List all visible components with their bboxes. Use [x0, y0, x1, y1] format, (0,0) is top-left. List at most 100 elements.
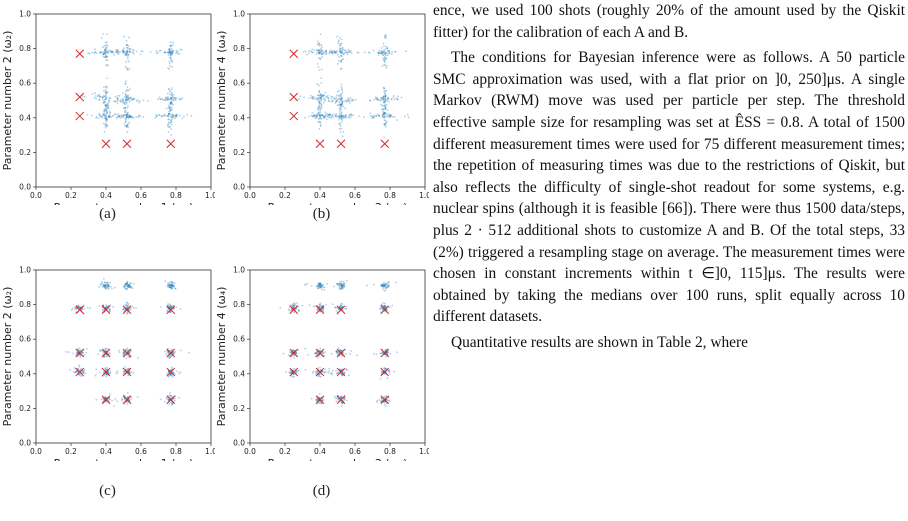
- particle-point: [340, 38, 343, 41]
- particle-point: [104, 107, 107, 110]
- particle-point: [341, 117, 344, 120]
- particle-point: [74, 307, 77, 310]
- particle-point: [297, 309, 300, 311]
- particle-point: [344, 352, 347, 355]
- particle-point: [340, 97, 343, 100]
- particle-point: [168, 51, 171, 54]
- particle-point: [125, 285, 127, 288]
- particle-point: [384, 348, 387, 351]
- particle-point: [374, 96, 377, 99]
- particle-point: [100, 282, 103, 285]
- particle-point: [170, 284, 173, 287]
- particle-point: [104, 367, 106, 370]
- particle-point: [128, 116, 131, 118]
- particle-point: [78, 350, 81, 352]
- particle-point: [170, 404, 173, 407]
- particle-point: [105, 284, 108, 287]
- particle-point: [80, 375, 83, 378]
- particle-point: [171, 94, 173, 96]
- particle-point: [112, 114, 115, 117]
- particle-point: [171, 65, 173, 68]
- particle-point: [171, 284, 173, 287]
- y-tick-label: 0.4: [19, 369, 31, 378]
- particle-point: [123, 370, 126, 373]
- particle-point: [368, 51, 371, 54]
- particle-point: [380, 50, 383, 53]
- particle-point: [171, 403, 174, 405]
- particle-point: [129, 116, 132, 118]
- particle-point: [123, 370, 125, 373]
- particle-point: [383, 115, 386, 118]
- particle-point: [106, 86, 109, 89]
- particle-point: [381, 108, 384, 111]
- particle-point: [335, 369, 338, 372]
- particle-point: [373, 114, 376, 117]
- panel-b: 0.0 0.0 0.2 0.2 0.4 0.4 0.6 0.6 0.8 0.8 1.0 1.0 Para…: [214, 0, 429, 232]
- particle-point: [101, 96, 104, 98]
- particle-point: [171, 287, 174, 289]
- particle-point: [167, 351, 169, 354]
- particle-point: [383, 284, 385, 287]
- particle-point: [340, 104, 343, 107]
- particle-point: [107, 285, 110, 287]
- particle-point: [171, 102, 173, 105]
- particle-point: [345, 116, 348, 119]
- particle-point: [335, 51, 338, 54]
- x-tick-label: 0.4: [314, 447, 326, 456]
- particle-point: [322, 94, 324, 97]
- particle-point: [171, 285, 174, 288]
- particle-point: [128, 115, 131, 118]
- particle-point: [345, 368, 348, 371]
- particle-point: [392, 96, 395, 99]
- particle-point: [75, 370, 78, 372]
- particle-point: [127, 98, 129, 101]
- particle-point: [339, 283, 342, 285]
- particle-point: [299, 95, 302, 98]
- particle-point: [335, 100, 338, 103]
- particle-point: [131, 305, 134, 308]
- particle-point: [336, 283, 339, 285]
- particle-point: [100, 398, 103, 401]
- particle-point: [107, 347, 109, 350]
- particle-point: [161, 97, 164, 100]
- particle-point: [170, 120, 173, 122]
- particle-point: [323, 94, 326, 97]
- particle-point: [104, 126, 107, 129]
- particle-point: [127, 367, 129, 370]
- particle-point: [324, 91, 327, 94]
- particle-point: [172, 103, 175, 106]
- particle-point: [315, 398, 317, 401]
- particle-point: [289, 371, 292, 374]
- particle-point: [383, 305, 386, 308]
- particle-point: [172, 284, 175, 287]
- particle-point: [130, 285, 133, 288]
- particle-point: [339, 103, 342, 106]
- particle-point: [303, 96, 305, 99]
- particle-point: [67, 351, 70, 353]
- particle-point: [319, 120, 322, 123]
- particle-point: [103, 48, 106, 51]
- particle-point: [316, 48, 319, 51]
- particle-point: [340, 373, 343, 375]
- particle-point: [105, 306, 107, 308]
- particle-point: [78, 347, 81, 350]
- particle-point: [169, 44, 172, 47]
- particle-point: [340, 98, 343, 101]
- particle-point: [304, 368, 307, 371]
- particle-point: [100, 115, 102, 118]
- particle-point: [384, 90, 387, 93]
- particle-point: [104, 89, 107, 91]
- particle-point: [383, 395, 386, 398]
- particle-point: [328, 100, 331, 102]
- particle-point: [167, 121, 170, 124]
- particle-point: [380, 308, 382, 310]
- true-value-marker: [166, 348, 176, 358]
- particle-point: [292, 302, 295, 305]
- particle-point: [335, 306, 337, 309]
- y-tick-label: 0.6: [233, 79, 245, 88]
- particle-point: [358, 115, 361, 118]
- particle-point: [125, 103, 128, 105]
- particle-point: [384, 57, 387, 60]
- particle-point: [319, 58, 322, 60]
- particle-point: [317, 355, 320, 357]
